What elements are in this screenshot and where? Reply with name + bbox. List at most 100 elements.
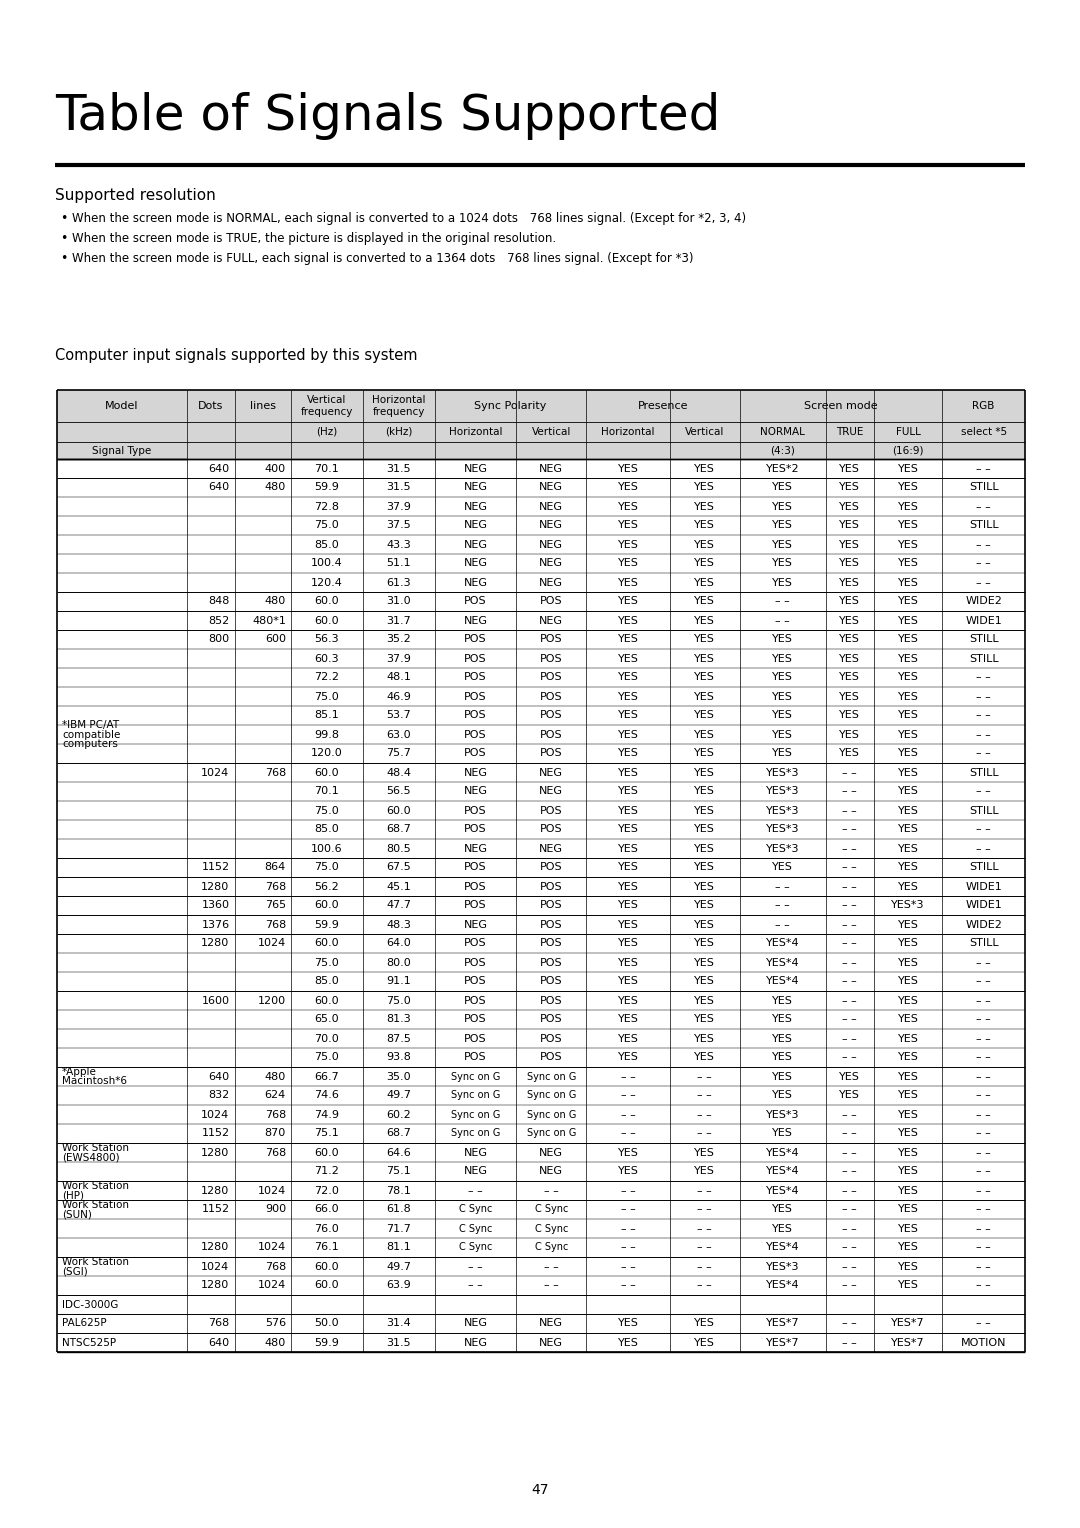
Text: POS: POS — [464, 938, 487, 949]
Text: YES: YES — [618, 711, 638, 721]
Text: YES: YES — [694, 634, 715, 645]
Text: – –: – – — [621, 1204, 635, 1215]
Text: 71.7: 71.7 — [387, 1224, 411, 1233]
Text: 60.0: 60.0 — [314, 996, 339, 1005]
Text: YES: YES — [694, 1319, 715, 1328]
Text: 31.5: 31.5 — [387, 463, 411, 474]
Text: – –: – – — [976, 843, 991, 854]
Text: POS: POS — [540, 692, 563, 701]
Text: 1600: 1600 — [202, 996, 230, 1005]
Text: 59.9: 59.9 — [314, 1337, 339, 1348]
Text: YES: YES — [694, 1148, 715, 1158]
Text: YES: YES — [694, 654, 715, 663]
Text: – –: – – — [842, 805, 858, 816]
Text: WIDE1: WIDE1 — [966, 900, 1002, 911]
Text: 768: 768 — [265, 1148, 286, 1158]
Text: 75.1: 75.1 — [387, 1166, 411, 1177]
Text: NEG: NEG — [539, 521, 563, 530]
Text: YES: YES — [897, 483, 918, 492]
Text: YES: YES — [839, 634, 861, 645]
Text: YES: YES — [839, 483, 861, 492]
Text: YES: YES — [897, 996, 918, 1005]
Text: 1280: 1280 — [201, 882, 230, 891]
Text: Work Station: Work Station — [62, 1199, 129, 1210]
Text: 852: 852 — [208, 616, 230, 625]
Text: YES*4: YES*4 — [766, 958, 799, 967]
Text: computers: computers — [62, 740, 118, 749]
Text: NEG: NEG — [539, 483, 563, 492]
Text: 100.6: 100.6 — [311, 843, 342, 854]
Text: POS: POS — [540, 1053, 563, 1062]
Text: 640: 640 — [208, 1337, 230, 1348]
Text: Sync Polarity: Sync Polarity — [474, 400, 546, 411]
Text: POS: POS — [464, 996, 487, 1005]
Text: YES: YES — [694, 825, 715, 834]
Text: YES: YES — [772, 1224, 793, 1233]
Text: YES: YES — [618, 843, 638, 854]
Text: POS: POS — [464, 711, 487, 721]
Text: – –: – – — [842, 1280, 858, 1291]
Text: YES: YES — [618, 634, 638, 645]
Text: POS: POS — [464, 958, 487, 967]
Text: NEG: NEG — [463, 483, 488, 492]
Text: Work Station: Work Station — [62, 1143, 129, 1152]
Text: – –: – – — [621, 1091, 635, 1100]
Text: YES: YES — [694, 920, 715, 929]
Text: YES*3: YES*3 — [766, 805, 799, 816]
Text: – –: – – — [842, 1148, 858, 1158]
Text: YES: YES — [694, 729, 715, 740]
Text: – –: – – — [976, 501, 991, 512]
Text: – –: – – — [976, 749, 991, 758]
Text: – –: – – — [842, 1262, 858, 1271]
Text: 60.0: 60.0 — [314, 596, 339, 607]
Text: 45.1: 45.1 — [387, 882, 411, 891]
Text: YES*7: YES*7 — [766, 1319, 799, 1328]
Text: 47.7: 47.7 — [387, 900, 411, 911]
Text: YES*2: YES*2 — [766, 463, 799, 474]
Text: POS: POS — [464, 1015, 487, 1024]
Text: – –: – – — [842, 1109, 858, 1120]
Text: YES: YES — [618, 882, 638, 891]
Text: YES: YES — [897, 1091, 918, 1100]
Text: Table of Signals Supported: Table of Signals Supported — [55, 92, 720, 141]
Text: – –: – – — [469, 1280, 483, 1291]
Text: YES: YES — [772, 1033, 793, 1044]
Text: 60.0: 60.0 — [387, 805, 411, 816]
Text: 480: 480 — [265, 483, 286, 492]
Text: YES: YES — [618, 616, 638, 625]
Text: 1152: 1152 — [201, 1129, 230, 1138]
Text: NEG: NEG — [539, 1319, 563, 1328]
Text: NEG: NEG — [539, 539, 563, 550]
Text: YES: YES — [618, 501, 638, 512]
Text: NEG: NEG — [463, 920, 488, 929]
Text: POS: POS — [540, 654, 563, 663]
Text: 75.0: 75.0 — [314, 958, 339, 967]
Text: NEG: NEG — [463, 843, 488, 854]
Text: POS: POS — [540, 920, 563, 929]
Text: 1024: 1024 — [201, 1262, 230, 1271]
Text: YES: YES — [618, 596, 638, 607]
Text: YES: YES — [897, 1186, 918, 1195]
Text: 46.9: 46.9 — [387, 692, 411, 701]
Text: 61.8: 61.8 — [387, 1204, 411, 1215]
Text: (kHz): (kHz) — [386, 426, 413, 437]
Text: Dots: Dots — [198, 400, 224, 411]
Text: – –: – – — [775, 596, 791, 607]
Text: YES: YES — [694, 749, 715, 758]
Text: Signal Type: Signal Type — [92, 446, 151, 455]
Text: POS: POS — [464, 825, 487, 834]
Text: 75.0: 75.0 — [314, 692, 339, 701]
Text: (SGI): (SGI) — [62, 1267, 87, 1276]
Text: When the screen mode is FULL, each signal is converted to a 1364 dots 768 lines : When the screen mode is FULL, each signa… — [72, 252, 693, 264]
Text: STILL: STILL — [969, 521, 998, 530]
Text: YES: YES — [897, 1262, 918, 1271]
Text: NEG: NEG — [463, 1148, 488, 1158]
Text: POS: POS — [540, 634, 563, 645]
Text: YES: YES — [618, 521, 638, 530]
Text: 60.0: 60.0 — [314, 1262, 339, 1271]
Text: – –: – – — [842, 1129, 858, 1138]
Text: YES*3: YES*3 — [766, 1109, 799, 1120]
Text: 900: 900 — [265, 1204, 286, 1215]
Text: POS: POS — [464, 976, 487, 987]
Text: – –: – – — [469, 1186, 483, 1195]
